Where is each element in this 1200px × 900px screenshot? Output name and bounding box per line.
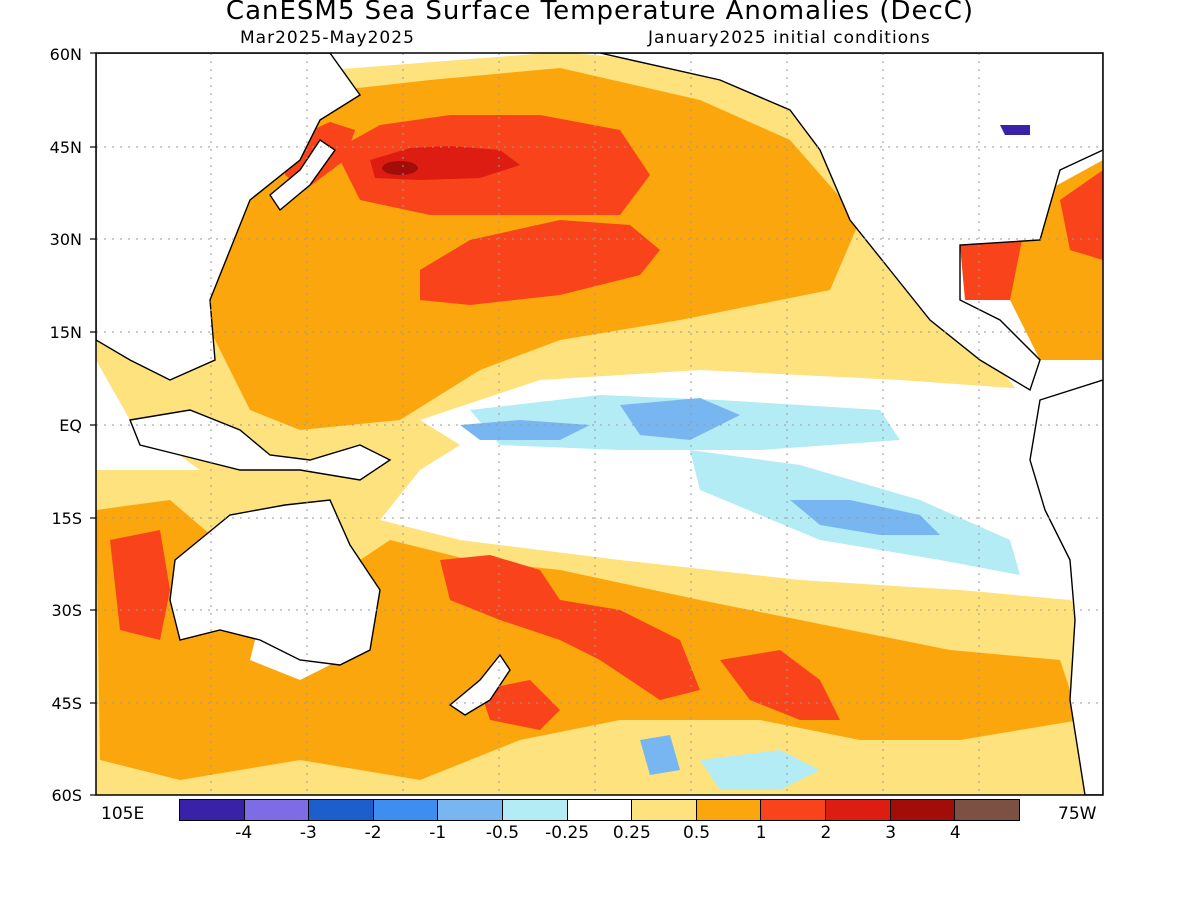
axis-ticks: [90, 52, 96, 796]
colorbar-label: 0.5: [683, 823, 711, 843]
colorbar-label: 3: [885, 823, 897, 843]
colorbar-label: -1: [429, 823, 447, 843]
colorbar-swatch: [826, 800, 891, 820]
south-pacific-red-c: [480, 680, 560, 730]
colorbar-swatch: [309, 800, 374, 820]
colorbar-label: -3: [299, 823, 317, 843]
colorbar-swatch: [503, 800, 568, 820]
lat-label-45s: 45S: [51, 694, 82, 713]
colorbar-swatch: [244, 800, 310, 820]
initial-conditions: January2025 initial conditions: [648, 28, 931, 48]
colorbar-swatch: [696, 800, 762, 820]
great-lakes: [1000, 125, 1030, 135]
colorbar-label: -2: [364, 823, 382, 843]
colorbar: [179, 799, 1020, 821]
lat-label-60n: 60N: [49, 45, 82, 64]
lat-label-60s: 60S: [51, 786, 82, 805]
southern-ocean-light-blue: [700, 750, 820, 790]
colorbar-swatch: [373, 800, 439, 820]
colorbar-swatch: [890, 800, 956, 820]
equatorial-blue-a: [460, 420, 590, 440]
colorbar-swatch: [567, 800, 633, 820]
japan-land: [269, 139, 336, 212]
colorbar-label: -0.5: [485, 823, 520, 843]
asia-land: [96, 53, 362, 381]
map-frame: [95, 52, 1104, 796]
colorbar-label: -4: [235, 823, 253, 843]
colorbar-swatch: [632, 800, 697, 820]
colorbar-label: 2: [820, 823, 832, 843]
lat-label-30n: 30N: [49, 230, 82, 249]
colorbar-label: -0.25: [545, 823, 590, 843]
lat-label-45n: 45N: [49, 138, 82, 157]
lat-label-eq: EQ: [59, 416, 82, 435]
colorbar-label: 0.25: [612, 823, 651, 843]
colorbar-swatch: [955, 800, 1019, 820]
colorbar-label: 1: [755, 823, 767, 843]
forecast-period: Mar2025-May2025: [240, 28, 415, 48]
south-america-land: [1029, 379, 1103, 795]
south-pacific-red-a: [440, 555, 700, 700]
north-pacific-red-b: [420, 220, 660, 305]
lat-label-15n: 15N: [49, 323, 82, 342]
indonesia-land: [129, 409, 392, 481]
atlantic-red: [1060, 170, 1103, 260]
colorbar-swatch: [180, 800, 245, 820]
colorbar-label: 4: [949, 823, 961, 843]
southern-ocean-blue: [640, 735, 680, 775]
colorbar-swatch: [761, 800, 827, 820]
max-anomaly: [382, 161, 418, 175]
lon-label-right: 75W: [1058, 804, 1097, 824]
lat-label-30s: 30S: [51, 601, 82, 620]
north-america-land: [599, 53, 1103, 392]
equatorial-blue-b: [620, 398, 740, 440]
colorbar-swatch: [438, 800, 504, 820]
indian-ocean-red: [110, 530, 170, 640]
new-zealand-land: [448, 653, 511, 716]
map-title: CanESM5 Sea Surface Temperature Anomalie…: [225, 0, 975, 26]
lat-label-15s: 15S: [51, 509, 82, 528]
australia-land: [169, 499, 381, 666]
lon-label-left: 105E: [101, 804, 145, 824]
